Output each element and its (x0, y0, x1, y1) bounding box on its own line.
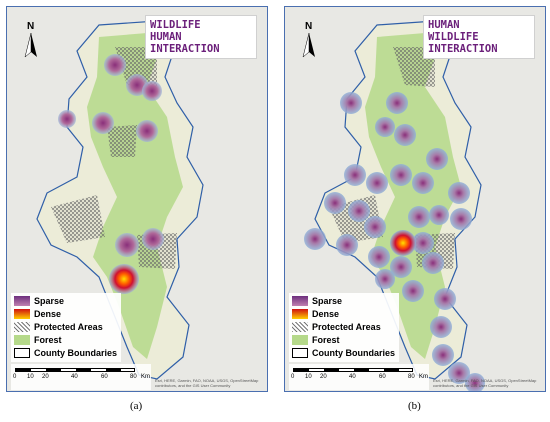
hotspot (136, 120, 158, 142)
hotspot (92, 112, 114, 134)
hotspot (412, 232, 434, 254)
hotspot (430, 316, 452, 338)
north-arrow-icon: N (21, 21, 41, 58)
hotspot (450, 208, 472, 230)
attribution: Esri, HERE, Garmin, FAO, NOAA, USGS, Ope… (433, 378, 537, 388)
legend-forest-swatch (292, 335, 308, 345)
hotspot (368, 246, 390, 268)
hotspot (390, 164, 412, 186)
hotspot (394, 124, 416, 146)
hotspot (412, 172, 434, 194)
hotspot (448, 182, 470, 204)
hotspot-dense (390, 230, 416, 256)
legend-dense-swatch (292, 309, 308, 319)
hotspot (366, 172, 388, 194)
legend-protected-swatch (292, 322, 308, 332)
hotspot (426, 148, 448, 170)
legend-dense-swatch (14, 309, 30, 319)
map-a (7, 7, 267, 391)
north-arrow-icon: N (299, 21, 319, 58)
hotspot (142, 228, 164, 250)
hotspot (375, 269, 395, 289)
hotspot (336, 234, 358, 256)
hotspots (304, 92, 485, 391)
legend-protected-swatch (14, 322, 30, 332)
hotspot (348, 200, 370, 222)
hotspot (344, 164, 366, 186)
hotspot (340, 92, 362, 114)
hotspot (408, 206, 430, 228)
caption-b: (b) (408, 400, 421, 412)
hotspot (104, 54, 126, 76)
attribution: Esri, HERE, Garmin, FAO, NOAA, USGS, Ope… (155, 378, 259, 388)
hotspot (402, 280, 424, 302)
scale-bar: 0 10 20 40 60 80 Km (11, 364, 151, 390)
legend-sparse-swatch (292, 296, 308, 306)
hotspot-dense (109, 264, 139, 294)
hotspot (58, 110, 76, 128)
hotspot (386, 92, 408, 114)
hotspot (390, 256, 412, 278)
protected-area (51, 195, 105, 243)
legend-county-swatch (292, 348, 308, 358)
hotspot (375, 117, 395, 137)
legend: Sparse Dense Protected Areas Forest Coun… (11, 293, 121, 362)
caption-a: (a) (130, 400, 143, 412)
map-panel-b: HUMAN WILDLIFE INTERACTION N Sparse Dens… (284, 6, 546, 392)
map-title: WILDLIFE HUMAN INTERACTION (145, 15, 257, 59)
hotspot (364, 216, 386, 238)
hotspot (115, 233, 139, 257)
scale-bar: 0 10 20 40 60 80 Km (289, 364, 429, 390)
hotspot (324, 192, 346, 214)
hotspot (465, 373, 485, 391)
protected-area (107, 125, 137, 157)
hotspot (304, 228, 326, 250)
legend-county-swatch (14, 348, 30, 358)
hotspot (429, 205, 449, 225)
hotspot (432, 344, 454, 366)
legend-forest-swatch (14, 335, 30, 345)
map-panel-a: WILDLIFE HUMAN INTERACTION N Sparse Dens… (6, 6, 268, 392)
hotspot (448, 362, 470, 384)
hotspot (422, 252, 444, 274)
hotspot (142, 81, 162, 101)
map-title: HUMAN WILDLIFE INTERACTION (423, 15, 535, 59)
legend: Sparse Dense Protected Areas Forest Coun… (289, 293, 399, 362)
hotspot (434, 288, 456, 310)
legend-sparse-swatch (14, 296, 30, 306)
